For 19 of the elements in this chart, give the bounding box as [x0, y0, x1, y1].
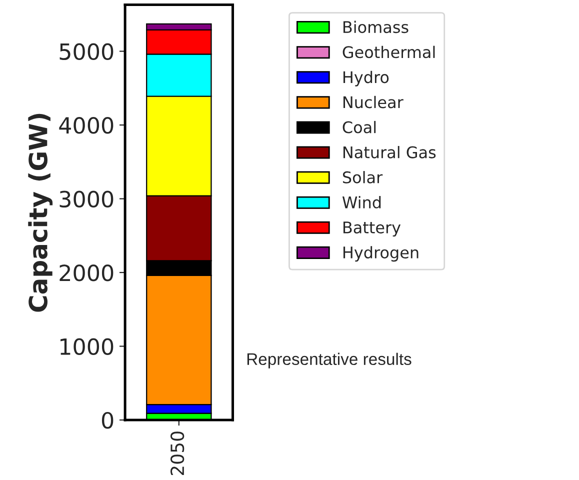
legend-label: Hydro [343, 70, 389, 86]
legend-label: Battery [343, 222, 401, 237]
y-tick-label: 2000 [60, 264, 114, 282]
legend-label: Geothermal [342, 46, 435, 58]
y-tick-label: 5000 [60, 43, 114, 60]
y-tick-label: 4000 [59, 116, 114, 134]
legend-label: Natural Gas [343, 146, 436, 158]
y-tick-label: 1000 [60, 338, 114, 356]
legend-label: Wind [342, 196, 381, 208]
legend-label: Nuclear [343, 96, 404, 108]
legend-label: Solar [342, 171, 383, 184]
legend-label: Coal [342, 120, 376, 134]
x-tick-label: 2050 [170, 432, 184, 476]
text: Representative results [247, 352, 412, 368]
y-axis-title: Capacity (GW) [28, 114, 53, 312]
y-tick-label: 0 [102, 412, 114, 429]
legend-label: Hydrogen [343, 246, 418, 262]
legend-label: Biomass [343, 20, 408, 34]
y-tick-label: 3000 [60, 190, 114, 208]
